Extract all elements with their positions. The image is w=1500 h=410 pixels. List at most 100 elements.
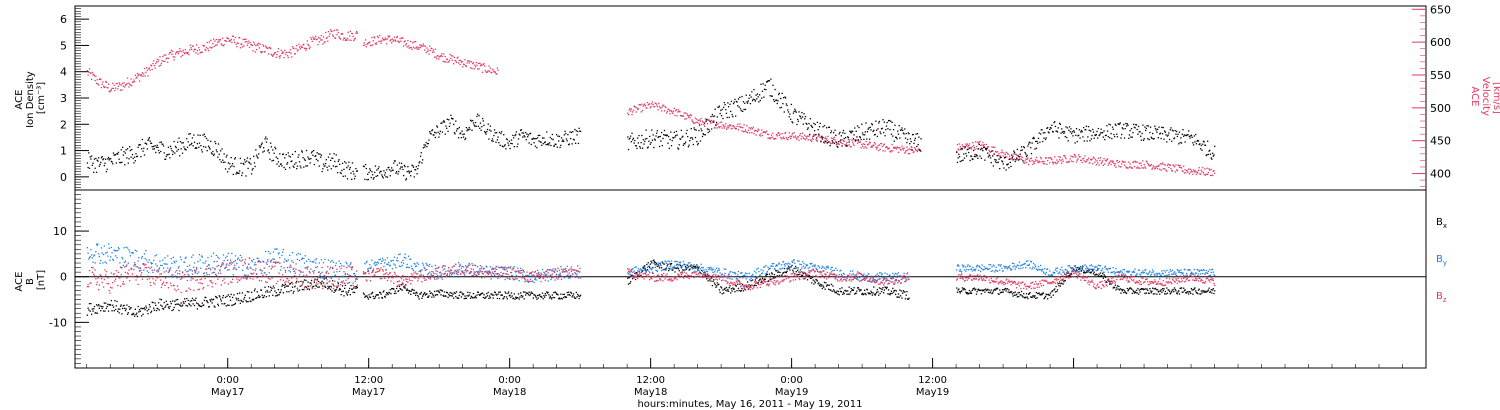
data-point [472, 297, 474, 299]
data-point [1187, 168, 1190, 170]
data-point [752, 126, 754, 128]
data-point [1115, 166, 1117, 168]
data-point [812, 279, 814, 281]
data-point [120, 304, 122, 306]
data-point [379, 292, 382, 294]
data-point [462, 63, 465, 65]
data-point [217, 39, 220, 41]
data-point [774, 277, 776, 279]
data-point [637, 137, 639, 139]
data-point [1144, 126, 1146, 128]
data-point [1068, 160, 1071, 163]
data-point [565, 296, 568, 298]
data-point [1176, 169, 1178, 171]
data-point [164, 305, 167, 307]
data-point [364, 44, 366, 46]
data-point [1185, 292, 1188, 294]
data-point [410, 290, 413, 292]
data-point [253, 162, 256, 164]
data-point [274, 261, 277, 263]
data-point [204, 135, 206, 138]
data-point [1128, 289, 1130, 291]
data-point [843, 140, 845, 142]
data-point [374, 165, 377, 167]
data-point [86, 70, 89, 72]
data-point [378, 258, 380, 261]
data-point [811, 140, 813, 142]
data-point [904, 151, 907, 153]
data-point [869, 293, 871, 295]
data-point [327, 40, 329, 42]
data-point [444, 295, 446, 297]
data-point [862, 134, 864, 136]
data-point [560, 144, 562, 147]
data-point [100, 157, 103, 159]
data-point [134, 160, 136, 162]
data-point [1214, 145, 1216, 147]
data-point [181, 54, 184, 56]
data-point [459, 291, 461, 293]
data-point [203, 272, 205, 275]
data-point [654, 102, 656, 104]
data-point [175, 146, 177, 149]
data-point [712, 280, 714, 282]
data-point [718, 127, 721, 129]
data-point [282, 292, 285, 294]
data-point [1074, 142, 1076, 144]
data-point [90, 254, 93, 256]
data-point [710, 280, 712, 282]
data-point [688, 115, 690, 117]
data-point [885, 287, 888, 290]
data-point [258, 47, 261, 49]
data-point [1017, 159, 1019, 161]
data-point [489, 67, 491, 69]
data-point [1147, 137, 1149, 140]
data-point [307, 156, 309, 158]
data-point [644, 103, 646, 105]
data-point [569, 131, 571, 133]
data-point [544, 293, 546, 295]
data-point [448, 295, 451, 297]
data-point [799, 134, 801, 137]
data-point [1063, 131, 1066, 133]
data-point [880, 290, 883, 293]
data-point [310, 275, 313, 278]
data-point [788, 267, 790, 269]
data-point [497, 69, 499, 71]
data-point [100, 310, 102, 312]
data-point [310, 38, 313, 40]
data-point [996, 154, 998, 157]
data-point [738, 289, 740, 292]
data-point [980, 289, 982, 292]
data-point [1191, 289, 1193, 291]
data-point [405, 44, 407, 46]
data-point [860, 289, 862, 291]
data-point [322, 277, 324, 279]
data-point [990, 289, 992, 291]
data-point [350, 39, 352, 41]
data-point [448, 59, 451, 61]
data-point [1130, 127, 1133, 130]
data-point [327, 288, 329, 290]
data-point [1036, 297, 1038, 299]
data-point [658, 265, 660, 267]
data-point [209, 299, 211, 301]
data-point [875, 129, 878, 131]
data-point [1018, 156, 1020, 158]
data-point [419, 161, 421, 163]
data-point [313, 281, 316, 283]
data-point [267, 150, 269, 152]
data-point [277, 157, 279, 160]
data-point [772, 275, 774, 278]
data-point [201, 51, 203, 53]
data-point [291, 281, 293, 284]
data-point [987, 288, 989, 290]
data-point [454, 292, 456, 295]
data-point [203, 272, 206, 274]
data-point [1069, 275, 1071, 277]
data-point [967, 148, 969, 150]
data-point [902, 129, 904, 132]
data-point [342, 39, 344, 41]
data-point [150, 64, 152, 66]
data-point [499, 144, 501, 147]
